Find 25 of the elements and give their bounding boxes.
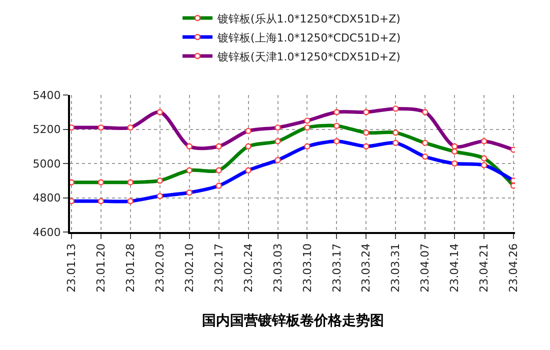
y-tick-label: 4600 bbox=[32, 226, 61, 239]
x-tick-label: 23.02.03 bbox=[153, 243, 166, 292]
y-tick-label: 5400 bbox=[32, 88, 61, 102]
y-tick-label: 4800 bbox=[32, 192, 61, 205]
y-tick-label: 5000 bbox=[32, 157, 61, 170]
x-tick-label: 23.02.10 bbox=[182, 243, 196, 292]
x-tick-label: 23.04.21 bbox=[478, 243, 491, 292]
x-tick-label: 23.03.31 bbox=[389, 243, 402, 292]
x-tick-label: 23.04.07 bbox=[418, 243, 432, 292]
x-tick-label: 23.04.14 bbox=[448, 243, 462, 292]
x-tick-label: 23.01.20 bbox=[94, 243, 108, 292]
x-tick-label: 23.04.26 bbox=[507, 243, 520, 292]
y-tick-label: 5200 bbox=[32, 123, 61, 136]
text: 国内国营镀锌板卷价格走势图 bbox=[202, 312, 384, 329]
x-tick-label: 23.01.28 bbox=[124, 243, 137, 292]
x-tick-label: 23.03.24 bbox=[360, 243, 373, 292]
x-tick-label: 23.03.10 bbox=[300, 243, 314, 292]
x-tick-label: 23.01.13 bbox=[65, 243, 78, 292]
x-tick-label: 23.03.03 bbox=[271, 243, 284, 292]
legend-label: 镀锌板(天津1.0*1250*CDX51D+Z) bbox=[216, 50, 400, 64]
legend-label: 镀锌板(上海1.0*1250*CDC51D+Z) bbox=[216, 31, 401, 44]
x-tick-label: 23.02.24 bbox=[242, 243, 255, 292]
x-tick-label: 23.03.17 bbox=[330, 243, 344, 292]
legend-label: 镀锌板(乐从1.0*1250*CDX51D+Z) bbox=[216, 12, 400, 26]
x-tick-label: 23.02.17 bbox=[212, 243, 226, 292]
